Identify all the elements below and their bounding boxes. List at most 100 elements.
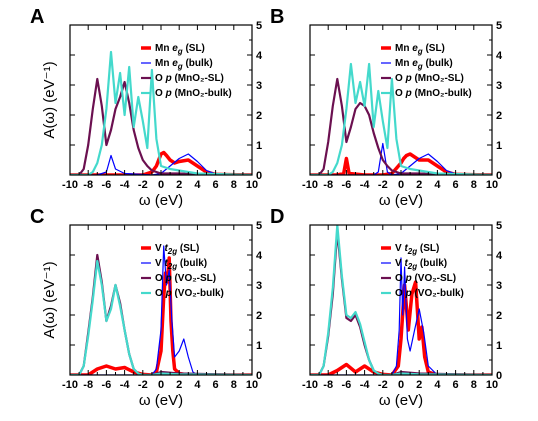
x-tick-label: -2 (378, 179, 388, 191)
legend-label: O p (VO₂-SL) (395, 273, 456, 284)
y-tick-label: 1 (496, 140, 502, 152)
legend-suffix: (bulk) (177, 258, 207, 269)
x-tick-label: 4 (194, 179, 201, 191)
legend-symbol: p (165, 273, 172, 284)
legend-symbol: e (172, 43, 178, 54)
x-tick-label: -6 (102, 379, 112, 391)
x-tick-label: -8 (83, 379, 93, 391)
legend-label: Mn eg (SL) (155, 43, 205, 56)
legend-suffix: (bulk) (423, 58, 453, 69)
legend-subscript: g (177, 47, 183, 56)
y-axis-title: A(ω) (eV⁻¹) (41, 61, 58, 138)
legend-suffix: (VO₂-bulk) (172, 288, 224, 299)
x-tick-label: -6 (342, 179, 352, 191)
x-tick-label: -4 (360, 179, 371, 191)
x-tick-label: 4 (194, 379, 201, 391)
legend-symbol: t (164, 243, 168, 254)
legend-label: V t2g (bulk) (155, 258, 207, 271)
legend-prefix: O (155, 88, 166, 99)
legend-prefix: Mn (395, 58, 412, 69)
legend-symbol: e (412, 43, 418, 54)
y-tick-label: 3 (496, 280, 502, 292)
x-tick-label: 0 (398, 179, 404, 191)
legend: V t2g (SL)V t2g (bulk)O p (VO₂-SL)O p (V… (141, 243, 224, 299)
y-tick-label: 0 (496, 170, 502, 182)
x-tick-label: -6 (102, 179, 112, 191)
legend-suffix: (SL) (423, 43, 445, 54)
x-tick-label: 6 (213, 379, 219, 391)
legend-subscript: g (177, 62, 183, 71)
x-tick-label: -4 (360, 379, 371, 391)
legend-prefix: V (395, 258, 404, 269)
series-line-1 (70, 245, 252, 375)
series-line-0 (70, 256, 252, 375)
series-line-3 (310, 225, 492, 375)
legend-prefix: V (155, 258, 164, 269)
y-tick-label: 4 (256, 250, 263, 262)
legend-prefix: O (155, 288, 166, 299)
legend-prefix: O (155, 273, 166, 284)
x-tick-label: -10 (62, 379, 78, 391)
legend-subscript: 2g (167, 247, 177, 256)
x-tick-label: 6 (453, 379, 459, 391)
legend-symbol: t (404, 258, 408, 269)
legend-prefix: Mn (155, 58, 172, 69)
legend-symbol: p (405, 273, 412, 284)
legend: V t2g (SL)V t2g (bulk)O p (VO₂-SL)O p (V… (381, 243, 464, 299)
y-tick-label: 0 (256, 170, 262, 182)
x-tick-label: 6 (213, 179, 219, 191)
legend-symbol: t (164, 258, 168, 269)
legend-suffix: (SL) (183, 43, 205, 54)
y-tick-label: 4 (496, 250, 503, 262)
series-line-3 (70, 50, 252, 175)
y-tick-label: 1 (256, 140, 262, 152)
legend-suffix: (SL) (417, 243, 439, 254)
legend: Mn eg (SL)Mn eg (bulk)O p (MnO₂-SL)O p (… (381, 43, 472, 99)
x-tick-label: 2 (416, 179, 422, 191)
legend: Mn eg (SL)Mn eg (bulk)O p (MnO₂-SL)O p (… (141, 43, 232, 99)
x-tick-label: -8 (323, 179, 333, 191)
y-tick-label: 5 (256, 220, 262, 232)
series-group (70, 245, 252, 375)
x-tick-label: 4 (434, 179, 441, 191)
x-axis-title: ω (eV) (139, 192, 183, 209)
legend-label: O p (MnO₂-SL) (155, 73, 224, 84)
x-tick-label: -2 (138, 379, 148, 391)
legend-symbol: p (405, 88, 412, 99)
legend-symbol: p (165, 88, 172, 99)
y-tick-label: 2 (256, 310, 262, 322)
x-tick-label: 8 (471, 379, 477, 391)
legend-symbol: p (405, 73, 412, 84)
legend-label: O p (VO₂-bulk) (395, 288, 464, 299)
legend-symbol: p (405, 288, 412, 299)
y-tick-label: 2 (496, 310, 502, 322)
legend-prefix: V (395, 243, 404, 254)
x-tick-label: -8 (323, 379, 333, 391)
x-tick-label: -4 (120, 179, 131, 191)
x-tick-label: 8 (471, 179, 477, 191)
y-tick-label: 3 (256, 80, 262, 92)
x-tick-label: -10 (302, 179, 318, 191)
legend-subscript: g (417, 47, 423, 56)
legend-prefix: Mn (155, 43, 172, 54)
x-tick-label: 0 (158, 379, 164, 391)
y-tick-label: 3 (496, 80, 502, 92)
legend-prefix: O (155, 73, 166, 84)
series-line-0 (310, 280, 492, 375)
x-axis-title: ω (eV) (139, 392, 183, 409)
series-line-0 (310, 152, 492, 175)
legend-prefix: O (395, 73, 406, 84)
legend-suffix: (MnO₂-SL) (412, 73, 464, 84)
legend-label: O p (VO₂-bulk) (155, 288, 224, 299)
legend-suffix: (VO₂-SL) (172, 273, 216, 284)
legend-suffix: (VO₂-SL) (412, 273, 456, 284)
panel-letter: A (30, 6, 44, 28)
legend-prefix: Mn (395, 43, 412, 54)
y-tick-label: 5 (496, 20, 502, 32)
series-line-3 (70, 259, 252, 375)
x-tick-label: -10 (62, 179, 78, 191)
series-group (310, 225, 492, 375)
legend-prefix: O (395, 288, 406, 299)
